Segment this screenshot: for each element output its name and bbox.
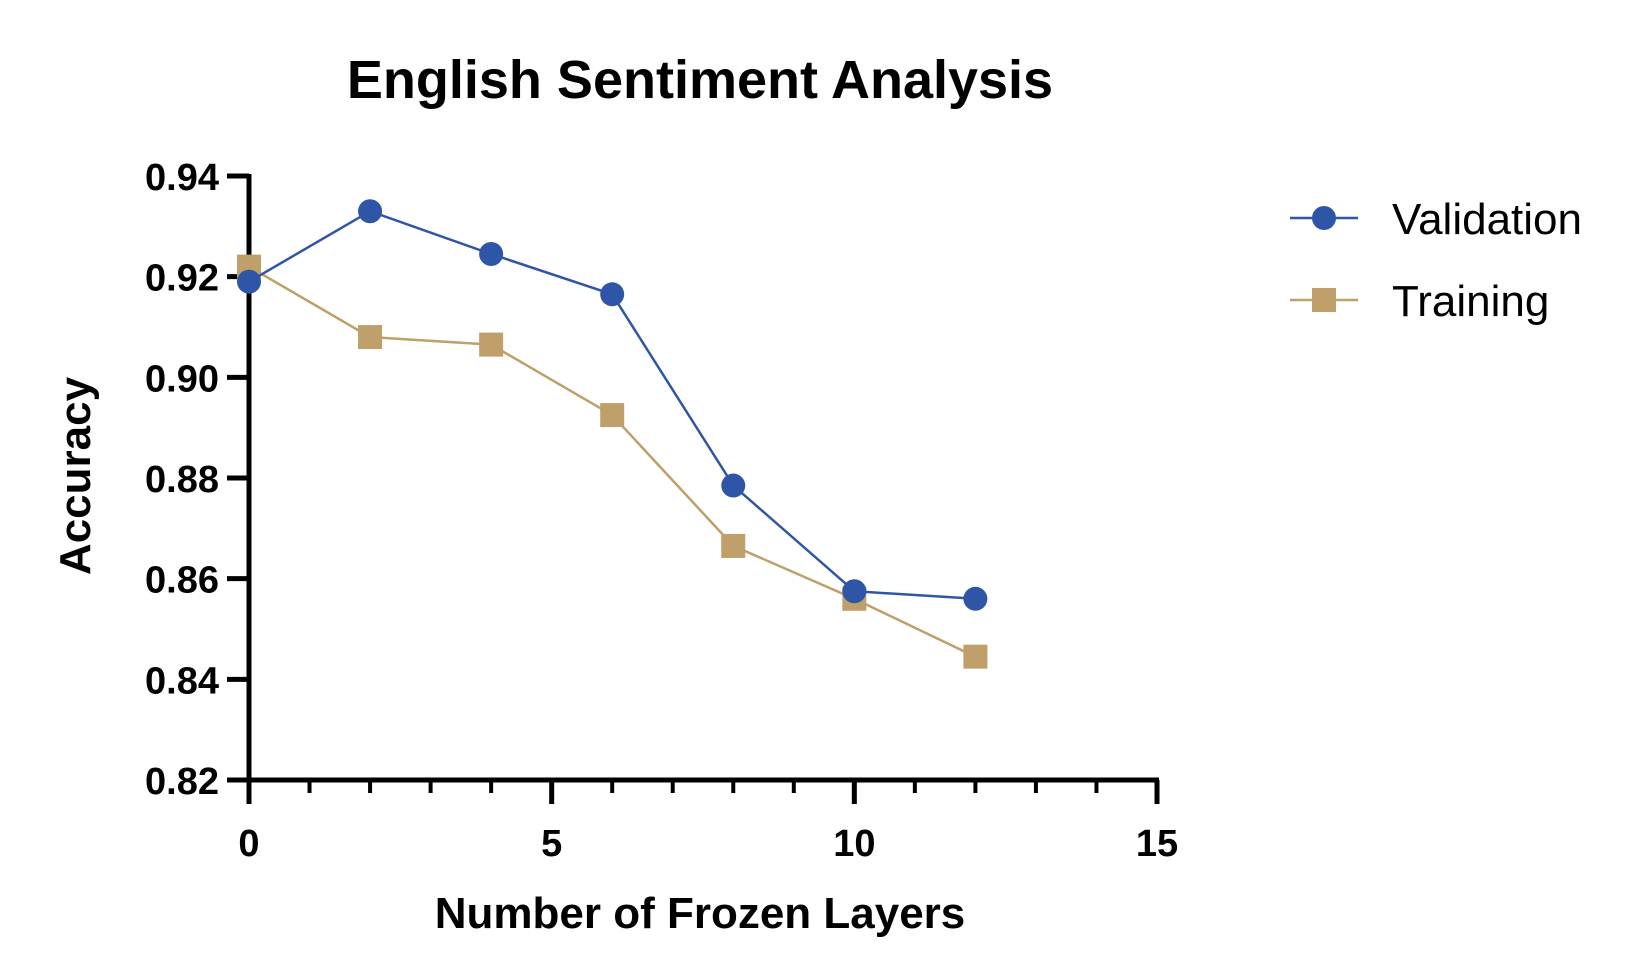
x-axis-label: Number of Frozen Layers: [435, 889, 966, 938]
legend-label-training: Training: [1392, 277, 1549, 326]
x-tick-label: 10: [833, 823, 875, 865]
validation-series: [237, 199, 988, 611]
training-line: [248, 265, 976, 658]
legend-label-validation: Validation: [1392, 195, 1582, 244]
training-point: [721, 533, 746, 558]
training-point: [358, 325, 383, 350]
validation-point: [963, 586, 988, 611]
y-tick-label: 0.84: [145, 660, 219, 702]
y-tick-label: 0.86: [145, 560, 219, 602]
validation-point: [237, 269, 261, 294]
training-point: [479, 332, 504, 357]
validation-point: [479, 242, 504, 267]
series-layer: [237, 199, 988, 669]
validation-point: [358, 199, 383, 224]
legend-item-validation: Validation: [1290, 195, 1582, 244]
legend-marker-validation: [1312, 206, 1336, 230]
axes: 0.82 0.84 0.86 0.88 0.90 0.92 0.94 0 5 10 15: [145, 157, 1178, 865]
y-tick-label: 0.94: [145, 157, 219, 199]
legend-marker-training: [1312, 288, 1336, 312]
training-point: [963, 644, 988, 669]
validation-point: [600, 282, 625, 307]
x-tick-label: 15: [1136, 823, 1178, 865]
y-tick-label: 0.90: [145, 358, 219, 400]
legend-item-training: Training: [1290, 277, 1549, 326]
y-tick-label: 0.92: [145, 258, 219, 300]
y-tick-label: 0.88: [145, 459, 219, 501]
y-axis-label: Accuracy: [51, 376, 100, 575]
training-point: [600, 403, 625, 428]
validation-point: [721, 473, 746, 498]
chart-title: English Sentiment Analysis: [347, 50, 1053, 110]
x-tick-label: 5: [541, 823, 562, 865]
validation-point: [842, 579, 867, 604]
training-series: [237, 254, 988, 669]
legend: Validation Training: [1290, 195, 1582, 326]
x-tick-label: 0: [238, 823, 259, 865]
y-tick-label: 0.82: [145, 761, 219, 803]
